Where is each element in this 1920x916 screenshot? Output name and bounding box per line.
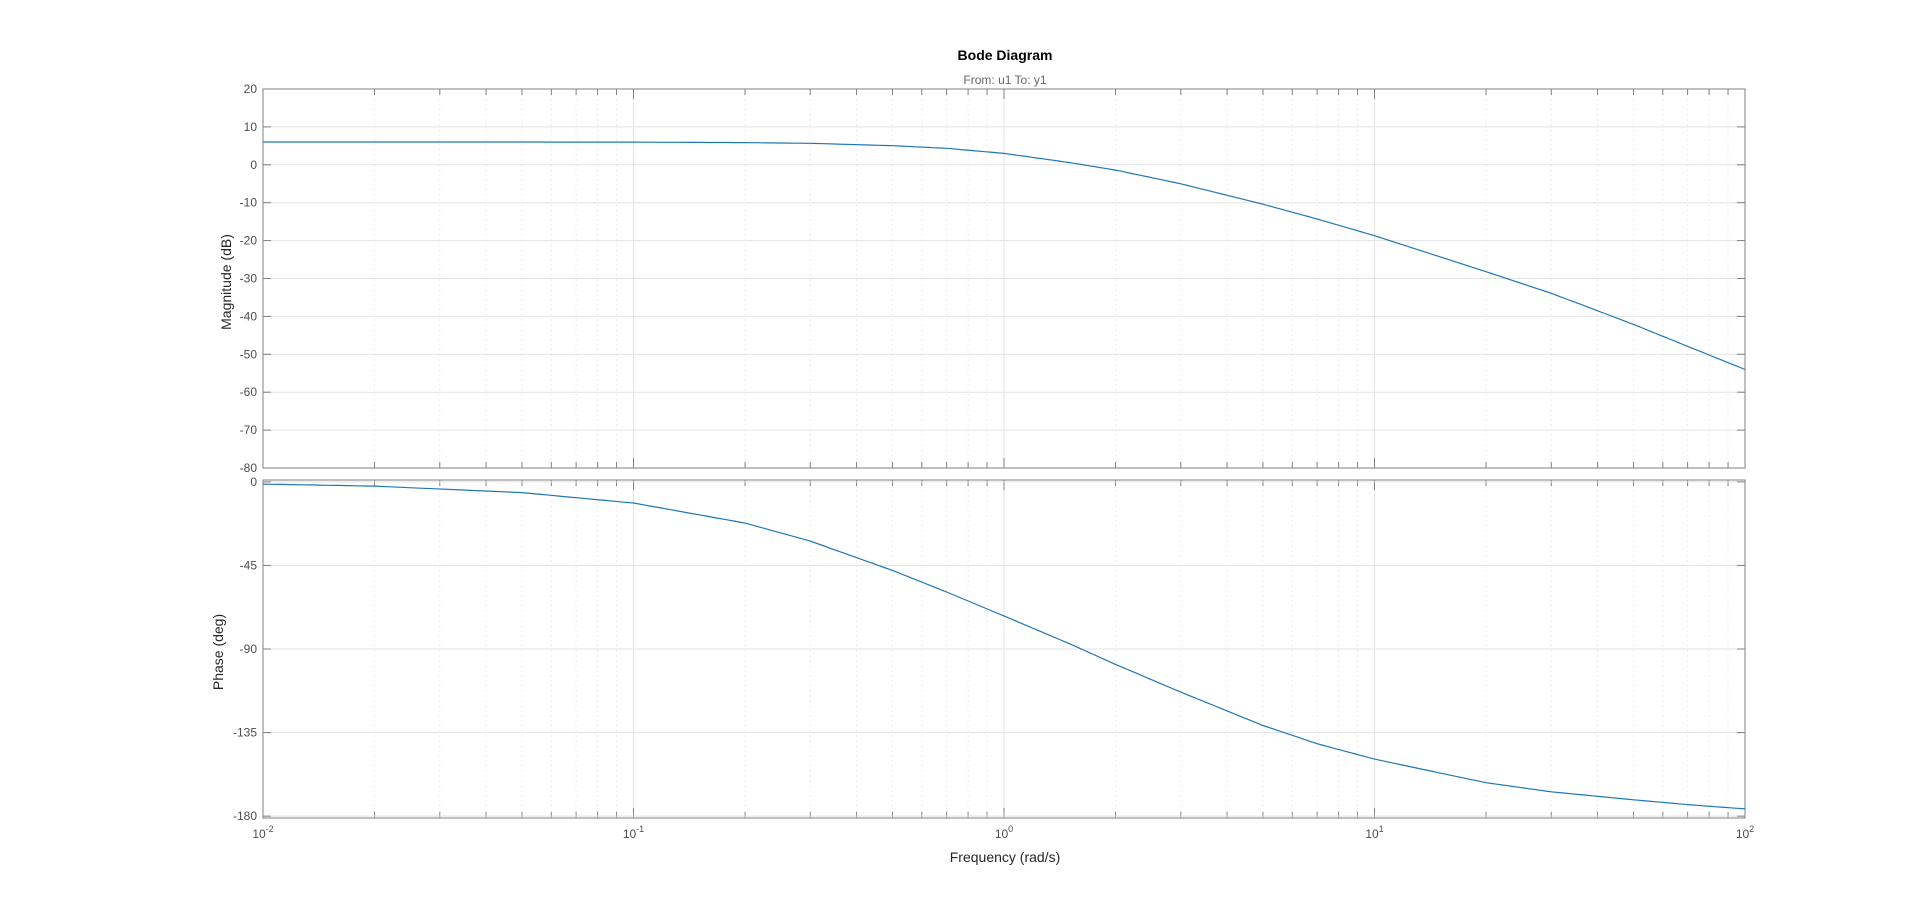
y-tick-label: -10 (240, 196, 258, 210)
x-tick-label: 102 (1736, 824, 1754, 841)
phase-axis-label: Phase (deg) (210, 614, 226, 690)
y-tick-label: -50 (240, 347, 258, 361)
x-tick-label: 101 (1365, 824, 1383, 841)
magnitude-axis-label: Magnitude (dB) (218, 234, 234, 330)
x-tick-label: 100 (995, 824, 1013, 841)
y-tick-label: 10 (244, 120, 258, 134)
magnitude-panel: 20 10 0 -10 -20 -30 -40 -50 -60 -70 -80 (240, 82, 1746, 475)
axes-box (262, 88, 1746, 469)
y-tick-label: -80 (240, 461, 258, 475)
series-line (263, 141, 1746, 371)
y-tick-label: -40 (240, 309, 258, 323)
y-tick-label: 20 (244, 82, 258, 96)
chart-title: Bode Diagram (958, 47, 1053, 63)
chart-subtitle: From: u1 To: y1 (963, 73, 1046, 87)
y-tick-label: 0 (250, 475, 257, 489)
axes-box (262, 479, 1746, 819)
y-tick-label: -90 (240, 642, 258, 656)
y-tick-label: -135 (233, 726, 257, 740)
y-tick-label: -20 (240, 234, 258, 248)
y-tick-label: -180 (233, 809, 257, 823)
x-tick-label: 10-2 (252, 824, 273, 841)
series-line (262, 483, 1746, 810)
frequency-axis-label: Frequency (rad/s) (950, 849, 1060, 865)
y-tick-label: -30 (240, 272, 258, 286)
y-tick-label: -60 (240, 385, 258, 399)
y-tick-label: -45 (240, 558, 258, 572)
x-tick-label: 10-1 (623, 824, 644, 841)
y-tick-label: 0 (250, 158, 257, 172)
y-tick-label: -70 (240, 423, 258, 437)
